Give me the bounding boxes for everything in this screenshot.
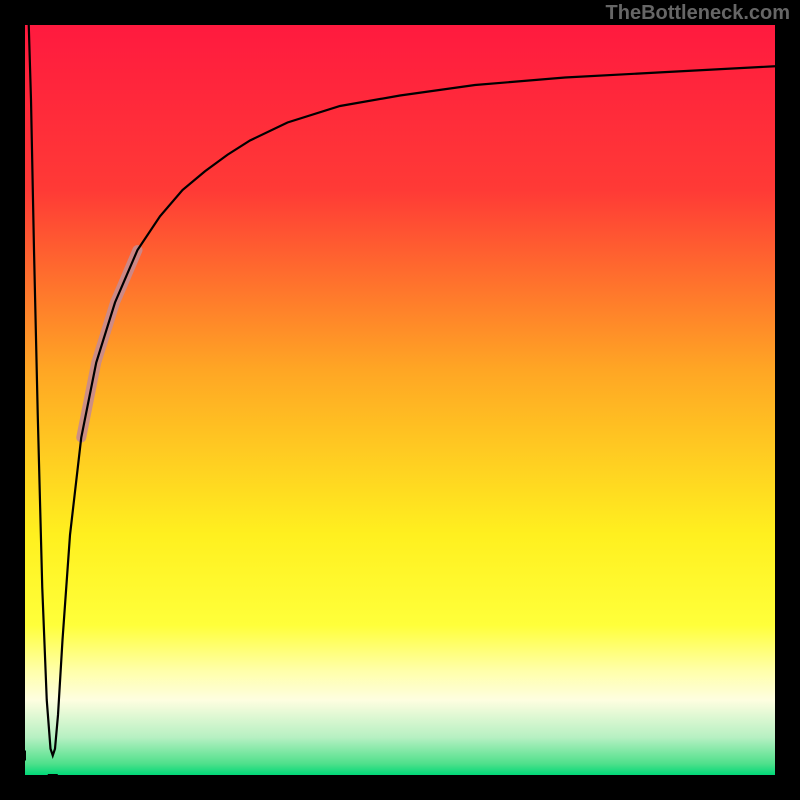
chart-root: TheBottleneck.com [0, 0, 800, 800]
gradient-plot-background [25, 25, 775, 775]
bottleneck-curve-chart [0, 0, 800, 800]
